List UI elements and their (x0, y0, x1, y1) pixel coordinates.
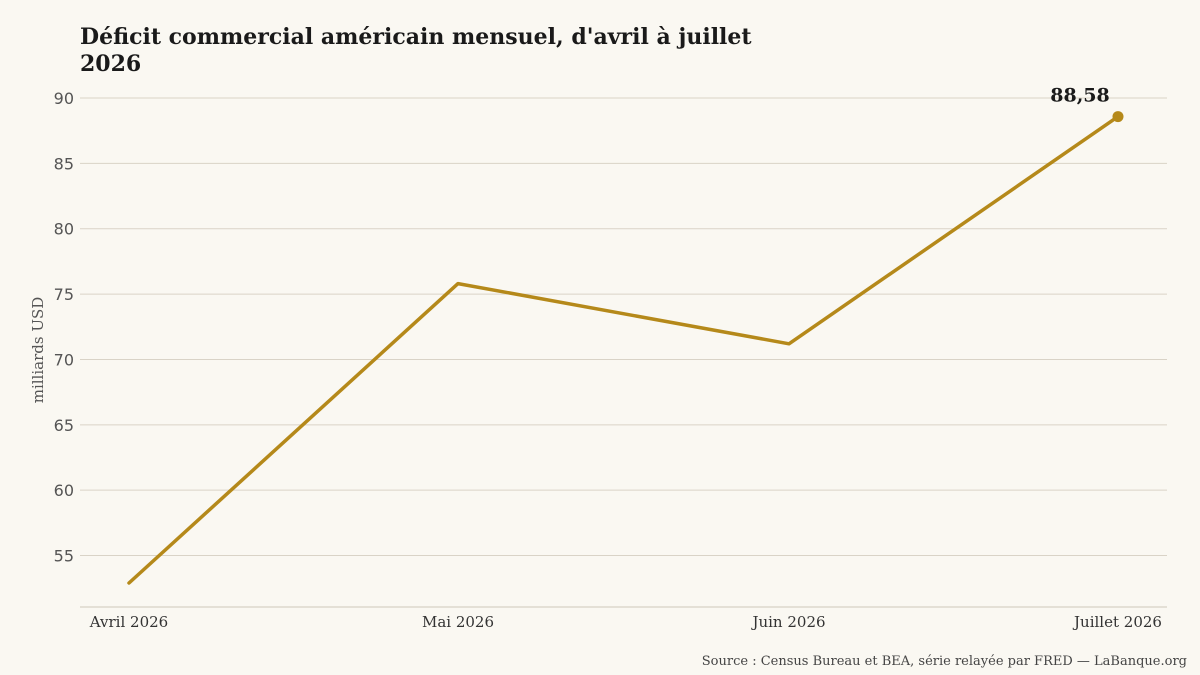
y-axis-label: milliards USD (29, 297, 47, 404)
y-tick-label: 80 (54, 220, 74, 239)
series-group (127, 111, 1124, 585)
x-tick-label: Avril 2026 (89, 613, 168, 631)
grid-lines (80, 97, 1167, 557)
series-line (127, 114, 1120, 585)
y-tick-label: 55 (54, 547, 74, 566)
x-tick-label: Juin 2026 (750, 613, 825, 631)
y-tick-labels: 55 60 65 70 75 80 85 90 (54, 89, 74, 566)
chart-title-line-1: Déficit commercial américain mensuel, d'… (80, 24, 752, 50)
x-tick-label: Juillet 2026 (1072, 613, 1162, 631)
y-tick-label: 85 (54, 154, 74, 173)
last-value-annotation: 88,58 (1050, 85, 1110, 107)
chart-title-line-2: 2026 (80, 51, 141, 77)
y-tick-label: 60 (54, 481, 74, 500)
source-note: Source : Census Bureau et BEA, série rel… (702, 654, 1187, 669)
y-tick-label: 65 (54, 416, 74, 435)
y-tick-label: 75 (54, 285, 74, 304)
y-tick-label: 70 (54, 350, 74, 369)
y-tick-label: 90 (54, 89, 74, 108)
last-point-marker (1112, 111, 1124, 123)
x-tick-label: Mai 2026 (422, 613, 494, 631)
x-tick-labels: Avril 2026 Mai 2026 Juin 2026 Juillet 2026 (89, 613, 1162, 631)
